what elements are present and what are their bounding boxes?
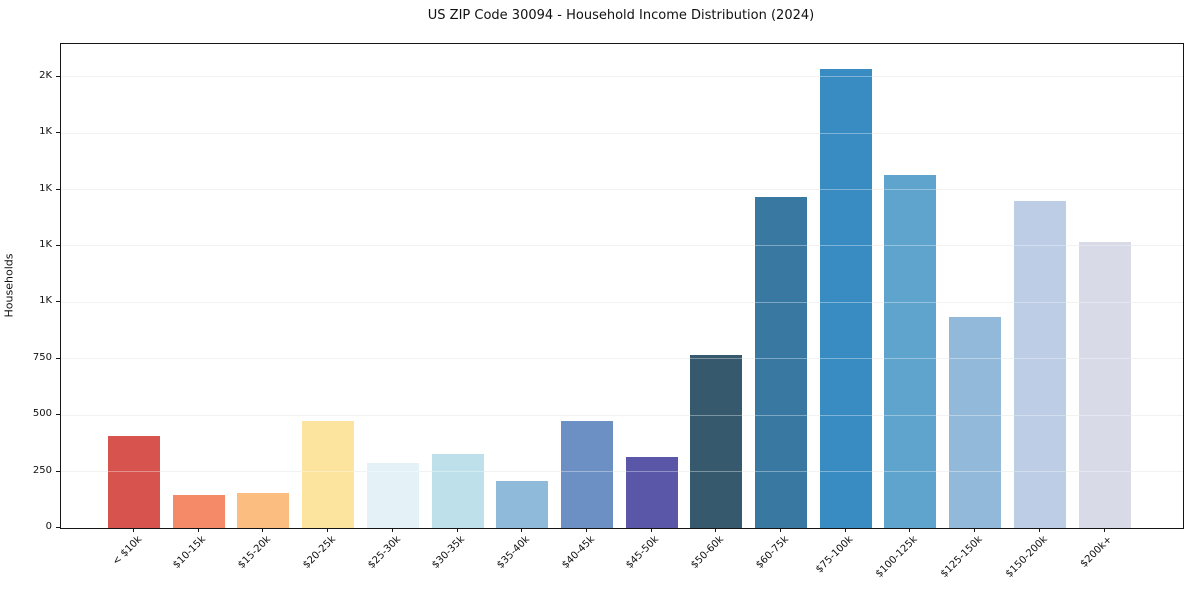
x-tick-label: $20-25k [300, 534, 338, 571]
bar-10k [108, 435, 160, 528]
chart-title: US ZIP Code 30094 - Household Income Dis… [427, 8, 815, 23]
x-tick-label: < $10k [110, 534, 144, 568]
x-tick-label: $10-15k [171, 534, 209, 571]
gridline-overlay [61, 76, 1183, 78]
y-tick-mark [56, 527, 60, 528]
x-tick-label: $75-100k [814, 534, 856, 576]
x-tick-mark [1103, 528, 1105, 532]
x-tick-mark [585, 528, 587, 532]
x-tick-label: $200k+ [1078, 534, 1115, 570]
gridline [61, 189, 1183, 191]
gridline [61, 132, 1183, 134]
x-tick-label: $40-45k [559, 534, 597, 571]
bar-20-25k [302, 420, 355, 528]
bar-25-30k [366, 462, 419, 528]
x-tick-mark [650, 528, 652, 532]
x-tick-mark [780, 528, 781, 532]
plot-area [60, 43, 1184, 529]
x-tick-label: $150-200k [1003, 534, 1050, 580]
x-tick-mark [262, 528, 264, 532]
bar-35-40k [496, 481, 549, 528]
x-tick-label: $15-20k [236, 534, 274, 571]
x-tick-label: $60-75k [753, 534, 791, 571]
x-tick-mark [974, 528, 976, 532]
bar-150-200k [1013, 201, 1066, 528]
bar-200k [1078, 241, 1131, 528]
y-tick-mark [56, 414, 60, 416]
gridline-overlay [61, 358, 1183, 360]
y-tick-mark [56, 188, 60, 190]
bar-125-150k [949, 317, 1002, 528]
y-tick-label: 250 [32, 464, 52, 476]
y-tick-label: 0 [45, 521, 52, 532]
y-axis-label: Households [2, 253, 16, 318]
bar-45-50k [625, 456, 678, 528]
gridline-overlay [61, 245, 1183, 247]
y-tick-mark [56, 75, 60, 77]
x-tick-mark [909, 528, 911, 532]
y-tick-mark [56, 470, 60, 472]
y-tick-label: 500 [32, 408, 52, 420]
bar-15-20k [237, 493, 290, 528]
bar-75-100k [819, 68, 872, 528]
gridline [61, 414, 1183, 416]
x-tick-label: $100-125k [874, 534, 921, 580]
y-tick-label: 1K [39, 126, 52, 138]
bar-50-60k [690, 354, 743, 528]
bar-10-15k [172, 494, 225, 528]
y-tick-mark [56, 301, 60, 303]
y-tick-label: 1K [39, 295, 52, 307]
x-tick-label: $35-40k [495, 534, 532, 571]
x-tick-mark [844, 528, 846, 532]
y-tick-mark [56, 357, 60, 359]
gridline-overlay [61, 189, 1183, 191]
x-tick-label: $45-50k [624, 534, 662, 571]
gridline [61, 471, 1183, 473]
gridline [61, 301, 1183, 303]
bar-60-75k [755, 196, 807, 528]
gridline-overlay [61, 301, 1183, 303]
x-tick-mark [197, 528, 199, 532]
y-tick-label: 2K [39, 69, 52, 81]
x-tick-label: $50-60k [689, 534, 727, 571]
bar-30-35k [431, 453, 484, 528]
x-tick-mark [133, 528, 134, 532]
y-tick-label: 750 [32, 351, 52, 363]
x-tick-mark [456, 528, 458, 532]
x-tick-mark [1038, 528, 1040, 532]
bar-100-125k [884, 175, 937, 528]
x-tick-mark [391, 528, 393, 532]
x-tick-mark [327, 528, 329, 532]
x-tick-label: $25-30k [365, 534, 403, 571]
gridline-overlay [61, 132, 1183, 134]
gridline [61, 358, 1183, 360]
gridline-overlay [61, 414, 1183, 416]
gridline [61, 245, 1183, 247]
y-tick-mark [56, 132, 60, 134]
x-tick-mark [715, 528, 717, 532]
y-tick-mark [56, 244, 60, 246]
x-tick-label: $125-150k [938, 534, 985, 580]
bar-40-45k [560, 420, 613, 528]
gridline [61, 76, 1183, 78]
x-tick-label: $30-35k [430, 534, 468, 571]
gridline-overlay [61, 471, 1183, 473]
x-tick-mark [521, 528, 523, 532]
y-tick-label: 1K [39, 182, 52, 194]
y-tick-label: 1K [39, 238, 52, 250]
